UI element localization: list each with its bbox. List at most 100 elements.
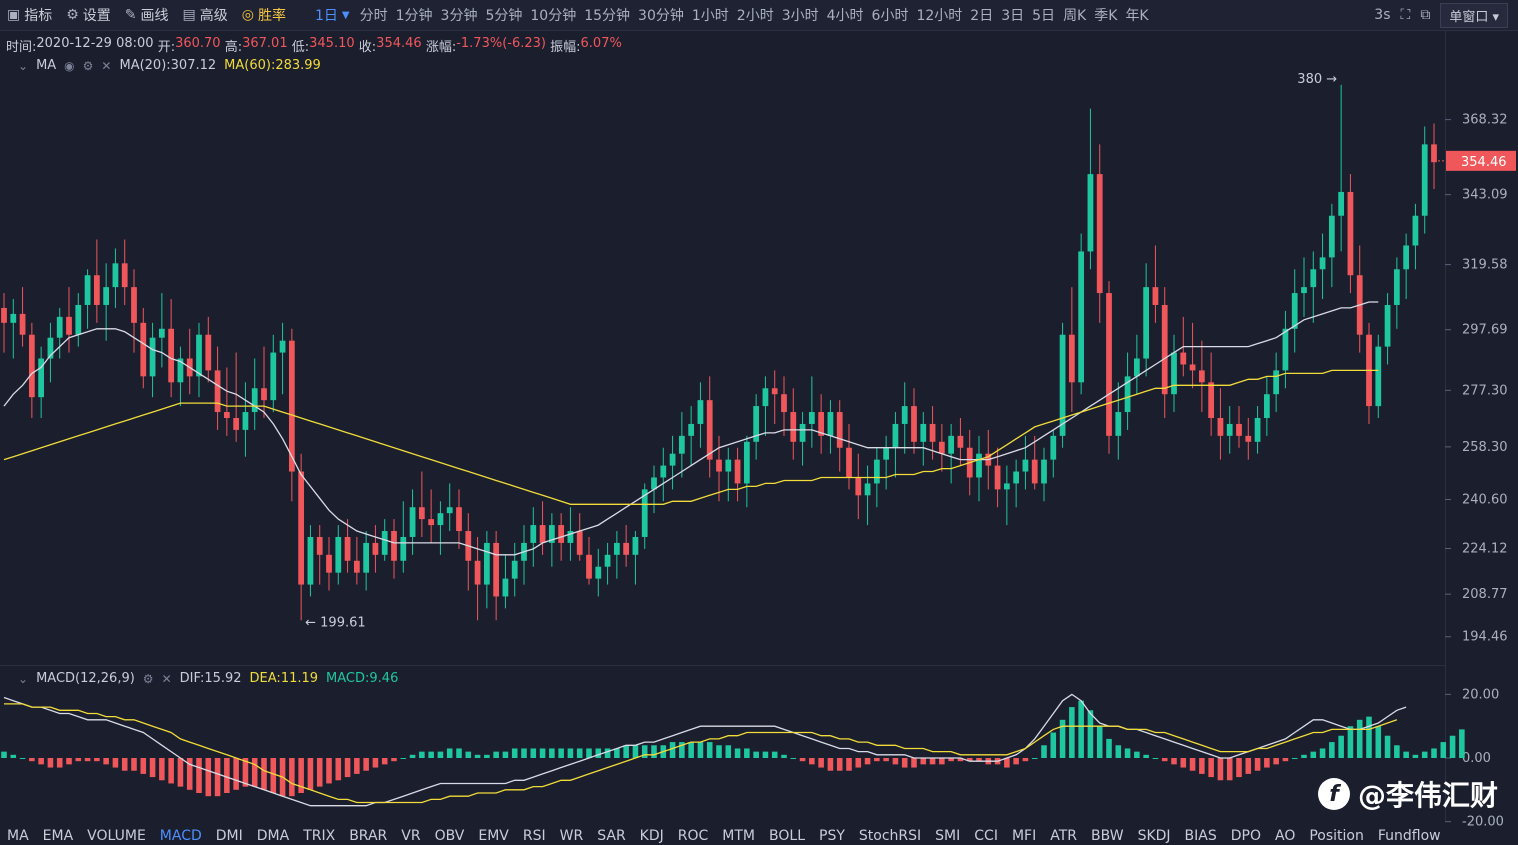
indicator-tab-smi[interactable]: SMI: [935, 827, 961, 844]
candle-body: [158, 328, 165, 338]
indicator-tab-wr[interactable]: WR: [559, 827, 584, 844]
eye-icon[interactable]: ◉: [64, 58, 75, 73]
close-icon[interactable]: ✕: [101, 58, 112, 73]
timeframe-3[interactable]: 5分钟: [485, 8, 523, 24]
macd-histogram-bar: [1013, 758, 1019, 765]
candle-body: [1403, 245, 1410, 270]
timeframe-15[interactable]: 5日: [1032, 8, 1056, 24]
indicator-tab-kdj[interactable]: KDJ: [639, 827, 664, 844]
indicator-tab-obv[interactable]: OBV: [434, 827, 465, 844]
macd-histogram-bar: [140, 758, 147, 774]
settings-button[interactable]: ⚙ 设置: [66, 7, 111, 24]
timeframe-8[interactable]: 2小时: [736, 8, 774, 24]
price-axis-border: [1445, 31, 1446, 821]
indicator-tab-brar[interactable]: BRAR: [349, 827, 388, 844]
fullscreen-icon[interactable]: ⛶: [1400, 7, 1411, 23]
indicator-tab-dma[interactable]: DMA: [256, 827, 290, 844]
single-window-select[interactable]: 单窗口 ▾: [1440, 2, 1508, 28]
macd-histogram-bar: [437, 751, 444, 758]
timeframe-18[interactable]: 年K: [1125, 8, 1149, 24]
refresh-interval[interactable]: 3s: [1374, 7, 1391, 23]
timeframe-13[interactable]: 2日: [970, 8, 994, 24]
caret-down-icon[interactable]: ▼: [341, 9, 350, 21]
indicator-tab-macd[interactable]: MACD: [159, 827, 202, 844]
indicator-tab-dpo[interactable]: DPO: [1230, 827, 1261, 844]
macd-histogram-bar: [641, 745, 648, 758]
timeframe-active[interactable]: 1日: [314, 8, 338, 24]
pane-divider[interactable]: [0, 665, 1445, 666]
indicator-tab-psy[interactable]: PSY: [819, 827, 845, 844]
indicator-tab-mfi[interactable]: MFI: [1011, 827, 1037, 844]
macd-histogram-bar: [1245, 758, 1252, 774]
indicators-button[interactable]: ▣ 指标: [7, 7, 53, 24]
macd-histogram-bar: [1449, 735, 1456, 758]
indicator-tab-ma[interactable]: MA: [7, 827, 29, 844]
indicator-tab-ao[interactable]: AO: [1275, 827, 1296, 844]
timeframe-9[interactable]: 3小时: [781, 8, 819, 24]
macd-histogram-bar: [1134, 751, 1140, 758]
timeframe-4[interactable]: 10分钟: [530, 8, 577, 24]
macd-histogram-bar: [706, 742, 713, 758]
price-tick-label: 297.69: [1462, 323, 1508, 338]
timeframe-0[interactable]: 分时: [359, 8, 388, 24]
candle-body: [613, 542, 620, 555]
timeframe-7[interactable]: 1小时: [691, 8, 729, 24]
candle-body: [1115, 412, 1122, 436]
advanced-button[interactable]: ▤ 高级: [182, 7, 228, 24]
candle-body: [1, 307, 7, 323]
candle-body: [994, 465, 1001, 490]
close-icon[interactable]: ✕: [161, 671, 172, 686]
timeframe-6[interactable]: 30分钟: [638, 8, 684, 24]
indicator-tab-fundflow[interactable]: Fundflow: [1377, 827, 1441, 844]
macd-histogram-bar: [1152, 758, 1159, 759]
indicator-tab-sar[interactable]: SAR: [597, 827, 626, 844]
timeframe-1[interactable]: 1分钟: [395, 8, 433, 24]
timeframe-5[interactable]: 15分钟: [584, 8, 631, 24]
indicator-tab-emv[interactable]: EMV: [478, 827, 509, 844]
macd-histogram-bar: [716, 745, 722, 758]
ohlc-close: 354.46: [376, 36, 422, 51]
winrate-button[interactable]: ◎ 胜率: [241, 7, 286, 24]
indicator-tab-trix[interactable]: TRIX: [303, 827, 336, 844]
timeframe-11[interactable]: 6小时: [871, 8, 909, 24]
collapse-icon[interactable]: ⌄: [18, 671, 29, 686]
popout-icon[interactable]: ⧉: [1420, 7, 1431, 23]
indicator-tab-rsi[interactable]: RSI: [522, 827, 546, 844]
collapse-icon[interactable]: ⌄: [18, 58, 29, 73]
indicator-tab-bias[interactable]: BIAS: [1184, 827, 1217, 844]
indicator-tab-bbw[interactable]: BBW: [1091, 827, 1124, 844]
indicator-tab-mtm[interactable]: MTM: [722, 827, 756, 844]
indicator-tab-ema[interactable]: EMA: [42, 827, 74, 844]
indicator-tab-cci[interactable]: CCI: [974, 827, 998, 844]
timeframe-2[interactable]: 3分钟: [440, 8, 478, 24]
timeframe-16[interactable]: 周K: [1063, 8, 1087, 24]
price-tick-label: 368.32: [1462, 113, 1508, 128]
timeframe-10[interactable]: 4小时: [826, 8, 864, 24]
timeframe-17[interactable]: 季K: [1094, 8, 1118, 24]
macd-histogram-bar: [549, 748, 555, 758]
gear-icon[interactable]: ⚙: [82, 58, 94, 73]
candle-body: [595, 566, 602, 579]
indicator-tab-dmi[interactable]: DMI: [215, 827, 243, 844]
timeframe-14[interactable]: 3日: [1001, 8, 1025, 24]
indicator-tab-roc[interactable]: ROC: [677, 827, 709, 844]
indicator-tab-boll[interactable]: BOLL: [769, 827, 805, 844]
draw-button[interactable]: ✎ 画线: [124, 7, 169, 24]
macd-histogram-bar: [1096, 726, 1103, 758]
candle-body: [1041, 459, 1047, 484]
macd-histogram-bar: [354, 758, 360, 774]
indicator-tab-stochrsi[interactable]: StochRSI: [858, 827, 922, 844]
indicator-tab-vr[interactable]: VR: [401, 827, 421, 844]
indicator-tab-volume[interactable]: VOLUME: [87, 827, 146, 844]
macd-histogram-bar: [586, 748, 592, 758]
indicator-tab-position[interactable]: Position: [1309, 827, 1364, 844]
candle-body: [103, 287, 110, 305]
candle-body: [864, 483, 871, 496]
indicator-tab-skdj[interactable]: SKDJ: [1137, 827, 1171, 844]
macd-histogram-bar: [307, 758, 314, 790]
timeframe-12[interactable]: 12小时: [916, 8, 963, 24]
macd-histogram-bar: [892, 758, 899, 765]
indicator-tab-atr[interactable]: ATR: [1050, 827, 1077, 844]
gear-icon[interactable]: ⚙: [142, 671, 154, 686]
